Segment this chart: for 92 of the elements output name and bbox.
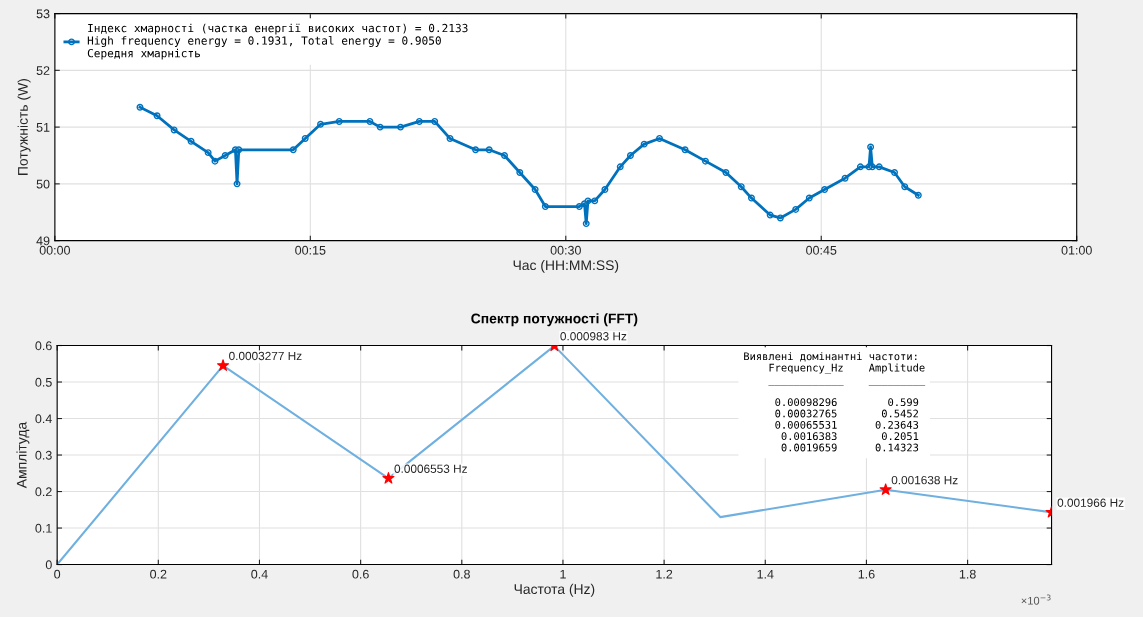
y-tick-label: 0.1	[35, 523, 52, 533]
point	[431, 117, 439, 125]
x-tick-label: 0.4	[251, 569, 268, 579]
point	[640, 140, 648, 148]
point	[591, 197, 599, 205]
point	[187, 137, 195, 145]
line-series	[57, 345, 1052, 565]
point	[531, 186, 539, 194]
point	[681, 146, 689, 154]
point	[136, 103, 144, 111]
point	[415, 117, 423, 125]
x-tick-label: 01:00	[1061, 245, 1092, 255]
point	[722, 169, 730, 176]
y-tick-label: 53	[36, 9, 50, 19]
point	[792, 205, 800, 213]
annotation: 0.0003277 Hz	[229, 351, 302, 361]
point	[301, 134, 309, 142]
point	[766, 211, 774, 219]
annotation: 0.000983 Hz	[560, 332, 627, 341]
point	[737, 183, 745, 191]
y-tick-label: 0	[45, 560, 52, 570]
x-tick-label: 0.6	[352, 569, 369, 579]
point	[335, 117, 343, 125]
point	[575, 203, 583, 211]
point	[891, 169, 898, 176]
text: ×10$^{−3}$	[1021, 594, 1051, 605]
y-tick-label: 51	[36, 123, 50, 132]
x-tick-label: 0.8	[453, 569, 470, 579]
point	[601, 186, 609, 194]
point	[747, 194, 755, 202]
point	[446, 134, 454, 142]
y-tick-label: 0.4	[35, 414, 52, 424]
point	[875, 163, 883, 171]
point	[317, 120, 325, 128]
point	[366, 117, 374, 125]
point	[485, 146, 493, 154]
annotation: 0.001966 Hz	[1057, 498, 1124, 507]
y-tick-label: 0.6	[35, 341, 52, 351]
point	[879, 483, 892, 495]
point	[472, 146, 480, 154]
point	[582, 220, 590, 228]
x-tick-label: 1.8	[959, 569, 976, 579]
point	[821, 186, 829, 194]
point	[221, 152, 229, 159]
point	[616, 163, 624, 171]
point	[656, 134, 663, 142]
x-axis-title: Час (HH:MM:SS)	[513, 259, 619, 273]
line-series	[136, 103, 922, 228]
point	[776, 214, 784, 222]
point	[901, 183, 909, 191]
point	[397, 123, 405, 131]
point	[233, 180, 241, 188]
y-tick-label: 49	[36, 236, 50, 246]
point	[153, 112, 161, 120]
point	[841, 174, 849, 182]
point	[204, 149, 212, 157]
y-tick-label: 0.5	[35, 377, 52, 387]
text: Виявлені домінантні частоти: Frequency_Hz Amplitude ____________ _________ 0.00098296 0.599 0.00032765 0.5452 0.00065531 0.23643 0.0016383 0.2051 0.0019659 0.14323	[744, 352, 926, 452]
x-tick-label: 1.6	[858, 569, 875, 579]
point	[701, 157, 709, 165]
annotation: 0.001638 Hz	[891, 475, 958, 485]
x-tick-label: 1	[560, 569, 566, 579]
y-tick-label: 0.2	[35, 487, 52, 497]
x-tick-label: 1.4	[757, 569, 774, 579]
x-tick-label: 00:30	[550, 245, 581, 255]
point	[501, 152, 508, 159]
x-tick-label: 00:00	[39, 245, 71, 255]
y-axis-title: Потужність (W)	[17, 79, 31, 175]
x-tick-label: 00:45	[806, 245, 837, 255]
y-axis-title: Амплітуда	[16, 421, 30, 489]
point	[867, 143, 875, 151]
point	[289, 146, 297, 154]
point	[805, 194, 813, 202]
point	[914, 191, 922, 199]
y-tick-label: 52	[36, 66, 50, 75]
point	[541, 203, 549, 211]
point	[235, 146, 243, 154]
point	[626, 152, 634, 159]
point	[516, 169, 524, 176]
y-tick-label: 50	[36, 179, 50, 189]
chart-title: Спектр потужності (FFT)	[471, 313, 638, 327]
y-tick-label: 0.3	[35, 450, 52, 460]
point	[382, 472, 395, 484]
annotation: 0.0006553 Hz	[394, 464, 467, 473]
x-tick-label: 1.2	[656, 569, 673, 579]
x-tick-label: 00:15	[295, 245, 326, 255]
point	[856, 163, 864, 171]
point	[211, 157, 219, 165]
x-tick-label: 0	[54, 569, 61, 579]
x-tick-label: 0.2	[150, 569, 167, 579]
x-axis-title: Частота (Hz)	[514, 583, 595, 597]
legend-label: Індекс хмарності (частка енергії високих частот) = 0.2133 High frequency energy = 0.1931, Total energy = 0.9050 Середня хмарність	[87, 23, 468, 60]
